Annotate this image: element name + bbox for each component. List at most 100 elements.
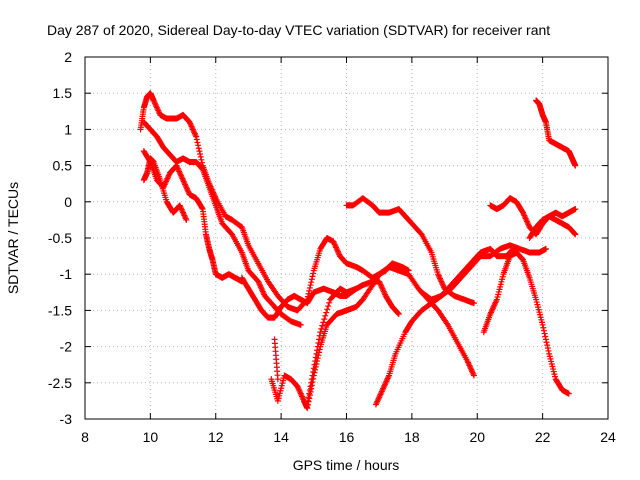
y-tick-label: -3 — [60, 411, 73, 427]
data-point-plus — [314, 347, 321, 354]
series-track-15 — [533, 97, 579, 169]
data-point-plus — [305, 394, 312, 401]
data-point-plus — [310, 368, 317, 375]
series-track-2 — [140, 119, 304, 328]
y-tick-label: 0.5 — [53, 158, 73, 174]
data-point-plus — [304, 401, 311, 408]
data-point-plus — [308, 279, 315, 286]
data-point-plus — [308, 379, 315, 386]
x-tick-label: 8 — [81, 429, 89, 445]
data-point-plus — [326, 299, 333, 306]
data-point-plus — [306, 387, 313, 394]
data-point-plus — [312, 358, 319, 365]
y-tick-label: 1 — [64, 121, 72, 137]
data-point-plus — [274, 376, 281, 383]
data-point-plus — [470, 300, 477, 307]
data-point-plus — [306, 284, 313, 291]
data-point-plus — [542, 245, 549, 252]
data-point-plus — [193, 136, 200, 143]
y-tick-label: 1.5 — [53, 85, 73, 101]
data-point-plus — [195, 145, 202, 152]
series-track-11 — [418, 242, 549, 303]
data-point-plus — [318, 325, 325, 332]
data-point-plus — [544, 345, 551, 352]
data-point-plus — [315, 339, 322, 346]
data-point-plus — [195, 142, 202, 149]
data-point-plus — [541, 330, 548, 337]
data-point-plus — [193, 133, 200, 140]
data-point-plus — [312, 354, 319, 361]
data-point-plus — [198, 156, 205, 163]
data-point-plus — [571, 230, 578, 237]
data-point-plus — [544, 342, 551, 349]
x-tick-label: 14 — [273, 429, 289, 445]
data-point-plus — [197, 153, 204, 160]
axis-ticks: 8 10 12 14 16 18 20 22 24 2 1.5 1 0.5 0 -0.5 -1 -1.5 -2 -2… — [48, 49, 616, 445]
data-point-plus — [307, 383, 314, 390]
x-tick-label: 10 — [143, 429, 159, 445]
series-track-6 — [268, 260, 412, 412]
x-tick-label: 18 — [404, 429, 420, 445]
y-tick-label: -1.5 — [48, 302, 72, 318]
series-track-1 — [137, 90, 477, 379]
x-tick-label: 20 — [469, 429, 485, 445]
data-point-plus — [470, 372, 477, 379]
series-track-9 — [343, 195, 477, 307]
data-point-plus — [304, 397, 311, 404]
data-points — [137, 90, 579, 412]
data-point-plus — [545, 347, 552, 354]
data-point-plus — [539, 321, 546, 328]
y-tick-label: -2.5 — [48, 375, 72, 391]
data-point-plus — [323, 309, 330, 316]
data-point-plus — [572, 206, 579, 213]
series-track-8 — [304, 278, 402, 408]
series-track-7 — [271, 336, 281, 383]
data-point-plus — [572, 231, 579, 238]
data-point-plus — [325, 303, 332, 310]
data-point-plus — [319, 322, 326, 329]
data-point-plus — [199, 159, 206, 166]
chart-title: Day 287 of 2020, Sidereal Day-to-day VTE… — [47, 22, 550, 38]
data-point-plus — [199, 204, 206, 211]
data-point-plus — [297, 321, 304, 328]
data-point-plus — [306, 287, 313, 294]
x-tick-label: 12 — [208, 429, 224, 445]
data-point-plus — [324, 306, 331, 313]
data-point-plus — [572, 162, 579, 169]
y-tick-label: -1 — [60, 266, 73, 282]
data-point-plus — [307, 282, 314, 289]
data-point-plus — [308, 376, 315, 383]
data-point-plus — [194, 139, 201, 146]
data-point-plus — [317, 329, 324, 336]
x-axis-label: GPS time / hours — [293, 457, 400, 473]
data-point-plus — [395, 311, 402, 318]
data-point-plus — [314, 343, 321, 350]
data-point-plus — [316, 332, 323, 339]
data-point-plus — [405, 267, 412, 274]
data-point-plus — [322, 312, 329, 319]
data-point-plus — [196, 148, 203, 155]
y-axis-label: SDTVAR / TECUs — [5, 182, 21, 294]
data-point-plus — [543, 339, 550, 346]
data-point-plus — [309, 273, 316, 280]
data-point-plus — [309, 379, 316, 386]
data-point-plus — [308, 276, 315, 283]
data-point-plus — [321, 316, 328, 323]
data-point-plus — [316, 336, 323, 343]
data-point-plus — [395, 310, 402, 317]
series-track-12 — [480, 249, 572, 397]
data-point-plus — [306, 390, 313, 397]
data-point-plus — [309, 372, 316, 379]
y-tick-label: -0.5 — [48, 230, 72, 246]
y-tick-label: -2 — [60, 339, 73, 355]
data-point-plus — [197, 151, 204, 158]
y-tick-label: 0 — [64, 194, 72, 210]
data-point-plus — [310, 270, 317, 277]
series-track-14 — [526, 206, 579, 241]
data-point-plus — [183, 216, 190, 223]
y-tick-label: 2 — [64, 49, 72, 65]
series-track-4 — [140, 155, 190, 223]
data-point-plus — [311, 361, 318, 368]
data-point-plus — [310, 365, 317, 372]
